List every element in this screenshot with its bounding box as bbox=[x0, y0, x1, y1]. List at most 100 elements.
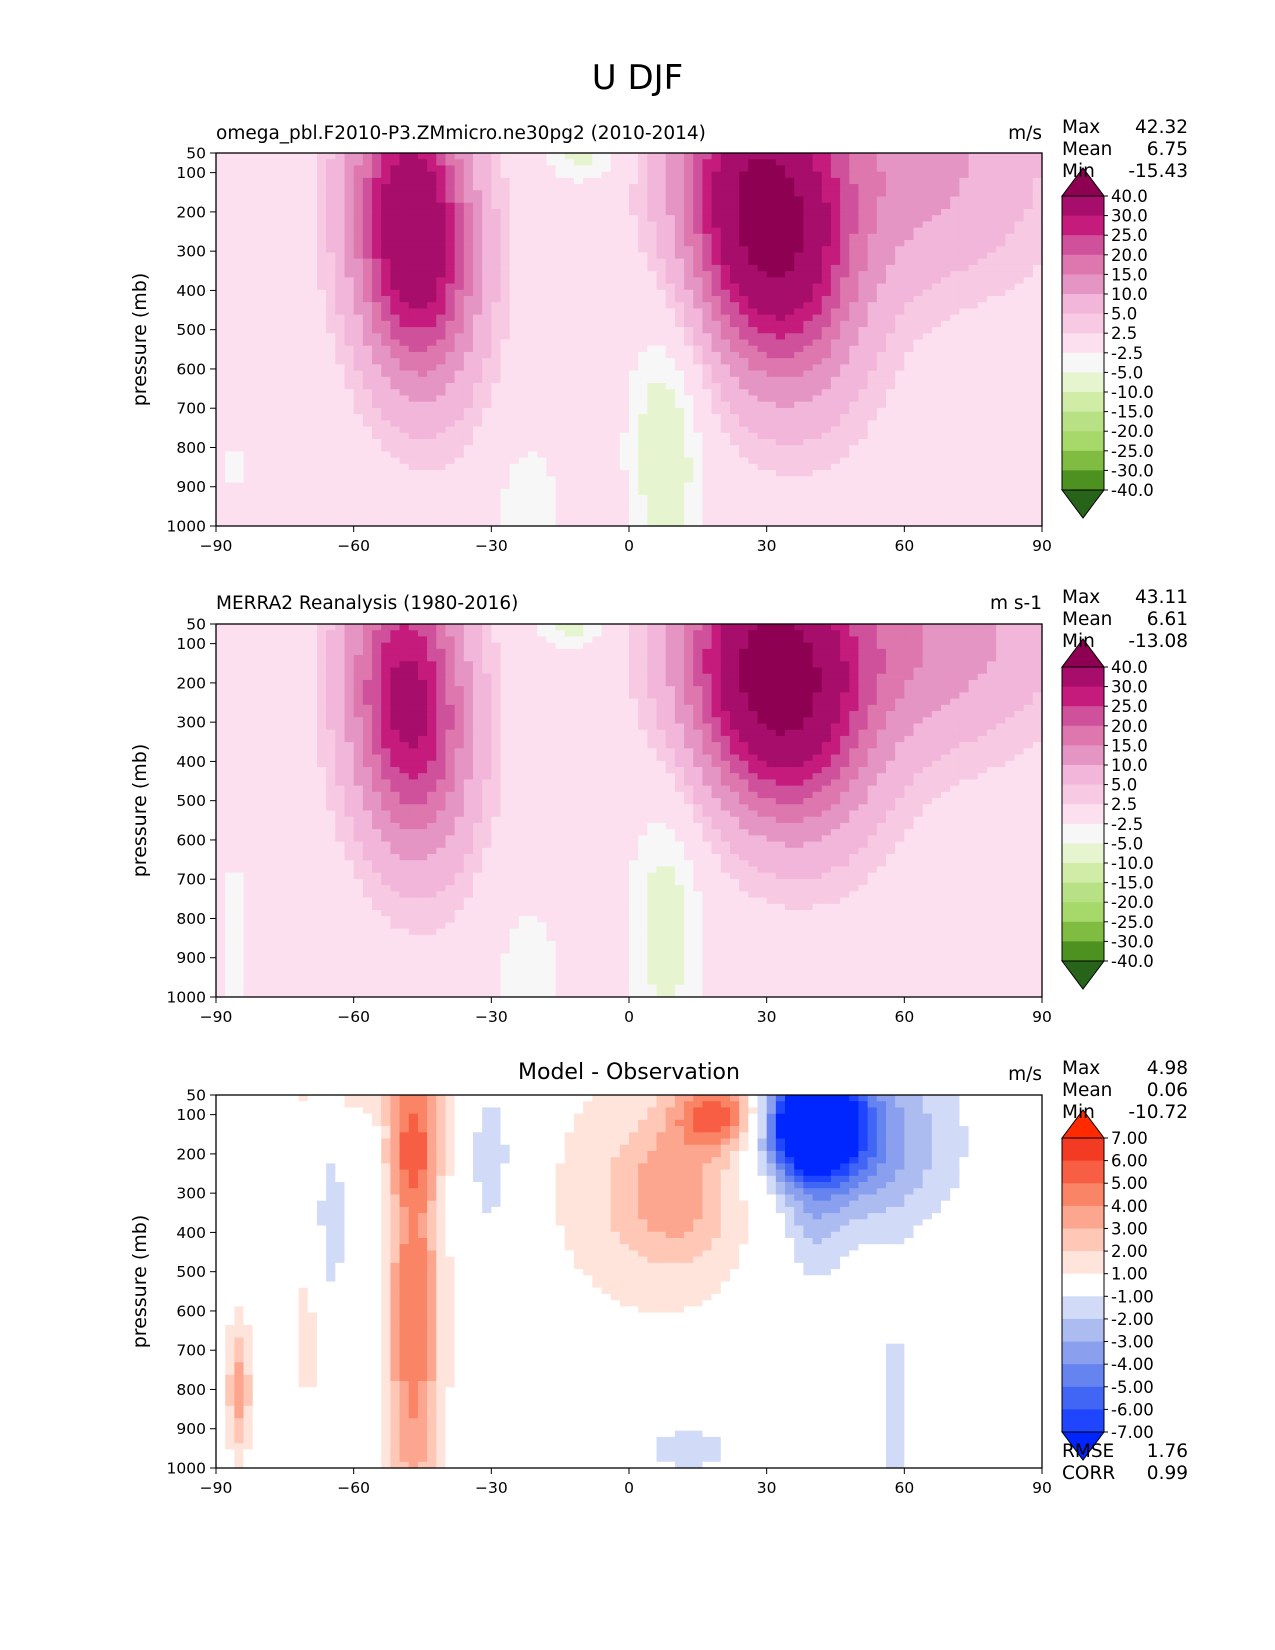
field-cell bbox=[684, 202, 694, 210]
field-cell bbox=[427, 438, 437, 446]
field-cell bbox=[931, 376, 942, 384]
field-cell bbox=[674, 277, 685, 285]
field-cell bbox=[528, 420, 538, 428]
field-cell bbox=[344, 333, 355, 341]
field-cell bbox=[711, 215, 722, 222]
field-cell bbox=[876, 215, 887, 222]
field-cell bbox=[766, 233, 777, 241]
field-cell bbox=[234, 190, 245, 198]
field-cell bbox=[381, 190, 391, 198]
field-cell bbox=[840, 470, 850, 477]
field-cell bbox=[1014, 221, 1025, 229]
field-cell bbox=[307, 420, 318, 428]
field-cell bbox=[601, 277, 612, 285]
field-cell bbox=[729, 289, 740, 297]
field-cell bbox=[684, 407, 694, 415]
field-cell bbox=[491, 432, 502, 440]
field-cell bbox=[885, 438, 896, 446]
field-cell bbox=[583, 345, 593, 353]
field-cell bbox=[243, 171, 254, 179]
field-cell bbox=[775, 258, 786, 266]
field-cell bbox=[280, 364, 291, 372]
field-cell bbox=[858, 190, 869, 198]
field-cell bbox=[858, 202, 869, 210]
field-cell bbox=[390, 358, 401, 365]
field-cell bbox=[326, 302, 336, 310]
field-cell bbox=[528, 208, 538, 216]
field-cell bbox=[335, 476, 346, 484]
field-cell bbox=[573, 202, 584, 210]
field-cell bbox=[408, 463, 419, 471]
field-cell bbox=[821, 383, 832, 390]
field-cell bbox=[638, 364, 648, 372]
field-cell bbox=[647, 420, 658, 428]
field-cell bbox=[895, 438, 905, 446]
field-cell bbox=[564, 383, 575, 390]
field-cell bbox=[353, 488, 364, 496]
field-cell bbox=[766, 432, 777, 440]
field-cell bbox=[684, 445, 694, 452]
field-cell bbox=[399, 252, 410, 260]
field-cell bbox=[427, 159, 437, 167]
field-cell bbox=[482, 407, 492, 415]
field-cell bbox=[739, 283, 749, 291]
field-cell bbox=[252, 351, 263, 359]
field-cell bbox=[316, 383, 327, 390]
field-cell bbox=[261, 215, 272, 222]
field-cell bbox=[381, 196, 391, 204]
field-cell bbox=[316, 153, 327, 160]
field-cell bbox=[344, 190, 355, 198]
field-cell bbox=[225, 445, 235, 452]
field-cell bbox=[840, 308, 850, 316]
field-cell bbox=[463, 196, 474, 204]
field-cell bbox=[840, 351, 850, 359]
field-cell bbox=[931, 389, 942, 397]
field-cell bbox=[986, 370, 997, 378]
field-cell bbox=[913, 451, 924, 459]
field-cell bbox=[289, 184, 300, 191]
field-cell bbox=[454, 252, 465, 260]
field-cell bbox=[353, 227, 364, 235]
field-cell bbox=[785, 233, 795, 241]
field-cell bbox=[472, 451, 483, 459]
field-cell bbox=[381, 482, 391, 490]
field-cell bbox=[463, 407, 474, 415]
field-cell bbox=[812, 295, 823, 303]
field-cell bbox=[665, 302, 676, 310]
field-cell bbox=[261, 476, 272, 484]
field-cell bbox=[867, 196, 878, 204]
field-cell bbox=[757, 184, 768, 191]
field-cell bbox=[610, 414, 621, 421]
field-cell bbox=[766, 227, 777, 235]
field-cell bbox=[986, 171, 997, 179]
field-cell bbox=[518, 488, 529, 496]
field-cell bbox=[858, 407, 869, 415]
field-cell bbox=[427, 240, 437, 247]
field-cell bbox=[766, 414, 777, 421]
field-cell bbox=[913, 414, 924, 421]
field-cell bbox=[638, 277, 648, 285]
field-cell bbox=[518, 190, 529, 198]
field-cell bbox=[252, 320, 263, 328]
field-cell bbox=[941, 159, 951, 167]
field-cell bbox=[555, 264, 566, 272]
field-cell bbox=[665, 463, 676, 471]
field-cell bbox=[408, 327, 419, 334]
field-cell bbox=[739, 196, 749, 204]
field-cell bbox=[509, 277, 520, 285]
field-cell bbox=[583, 165, 593, 173]
field-cell bbox=[307, 289, 318, 297]
field-cell bbox=[390, 438, 401, 446]
field-cell bbox=[996, 445, 1006, 452]
field-cell bbox=[849, 426, 860, 434]
field-cell bbox=[959, 196, 970, 204]
field-cell bbox=[720, 407, 731, 415]
field-cell bbox=[390, 177, 401, 185]
field-cell bbox=[326, 202, 336, 210]
field-cell bbox=[335, 470, 346, 477]
field-cell bbox=[528, 240, 538, 247]
field-cell bbox=[427, 358, 437, 365]
field-cell bbox=[996, 252, 1006, 260]
field-cell bbox=[821, 476, 832, 484]
field-cell bbox=[573, 451, 584, 459]
